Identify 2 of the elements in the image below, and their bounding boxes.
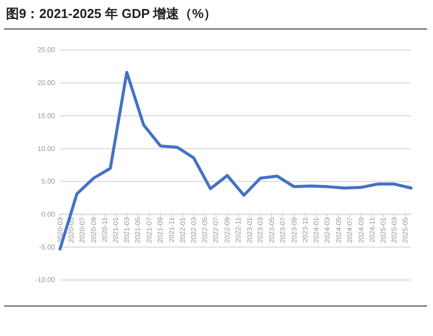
- chart-title: 图9：2021-2025 年 GDP 增速（%）: [6, 6, 217, 21]
- line-series: [58, 70, 412, 251]
